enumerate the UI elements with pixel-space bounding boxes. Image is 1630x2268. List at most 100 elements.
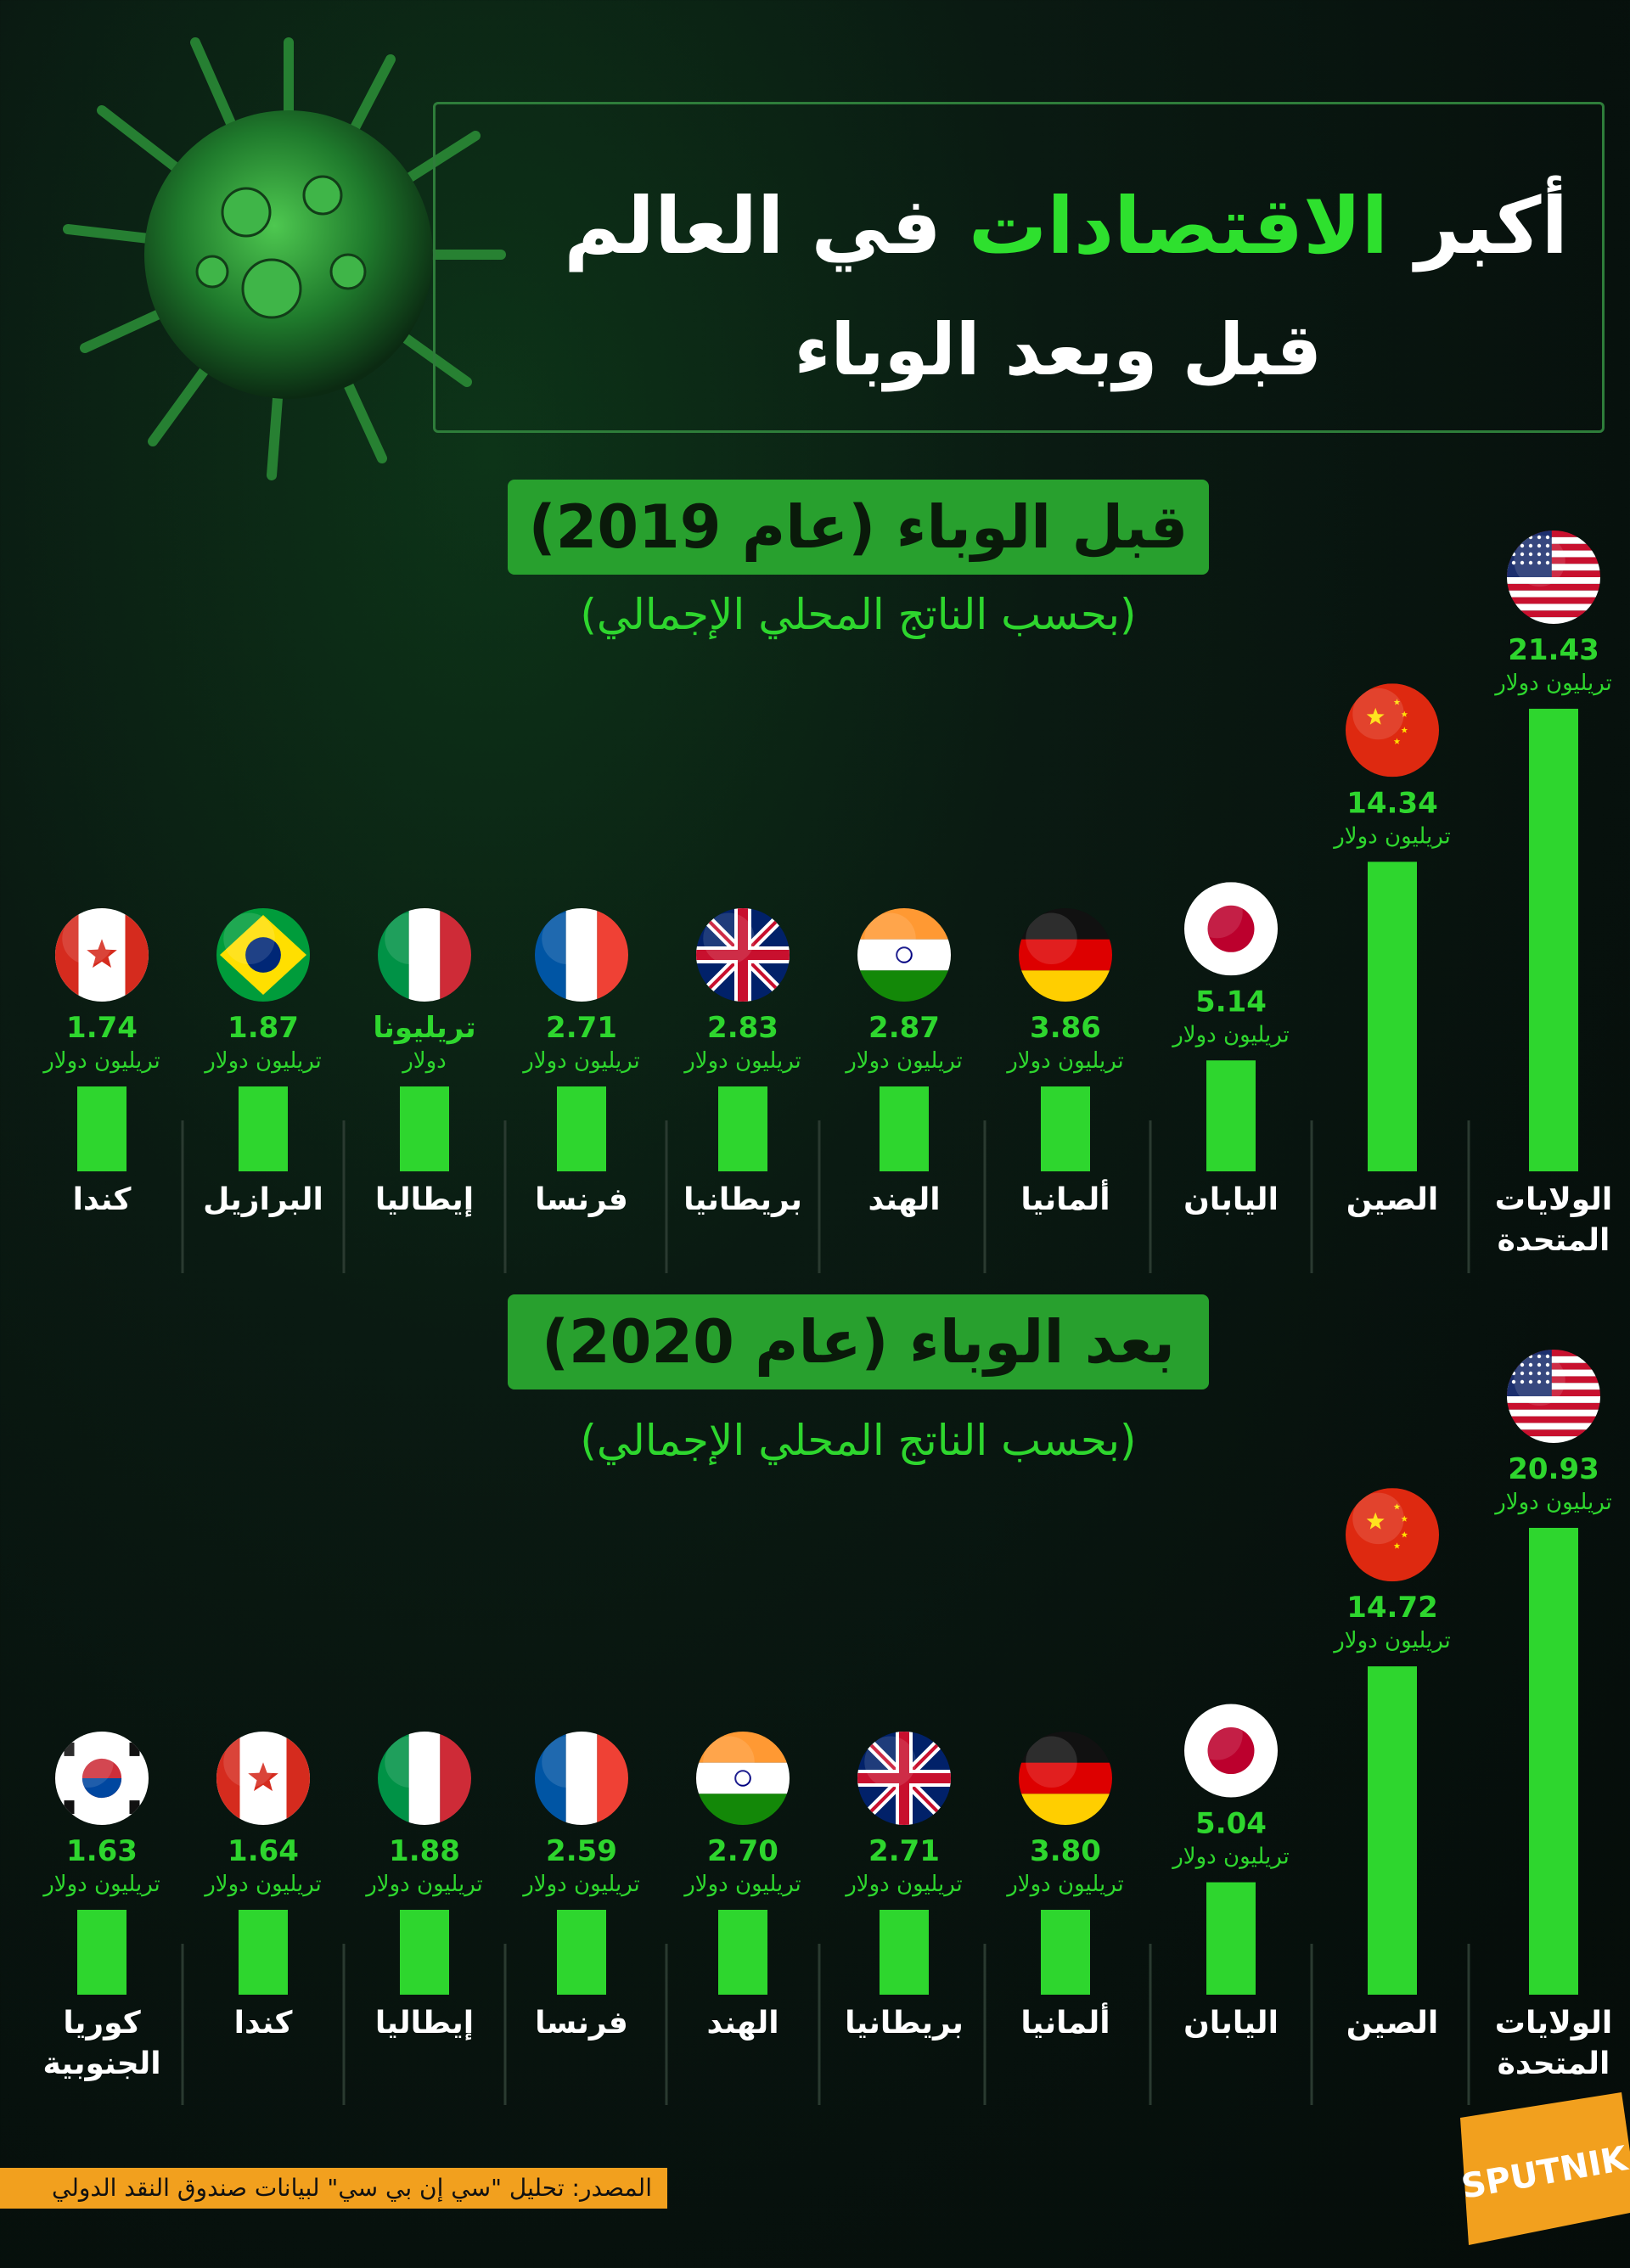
section-title-2020: بعد الوباء (عام 2020) xyxy=(508,1294,1209,1389)
unit-label: تريليون دولار xyxy=(1493,1490,1612,1515)
unit-label: تريليون دولار xyxy=(203,1048,322,1074)
value-label: 2.59 xyxy=(546,1834,617,1868)
unit-label: تريليون دولار xyxy=(1005,1048,1124,1074)
value-label: 3.86 xyxy=(1030,1011,1101,1045)
flag-br-icon xyxy=(216,908,310,1002)
category-label: بريطانيا xyxy=(683,1182,802,1217)
unit-label: دولار xyxy=(401,1048,447,1074)
bar xyxy=(1206,1060,1256,1171)
unit-label: تريليون دولار xyxy=(521,1048,640,1074)
bar xyxy=(77,1086,126,1171)
bar xyxy=(1529,1528,1578,1995)
unit-label: تريليون دولار xyxy=(1171,1844,1290,1870)
title-accent: الاقتصادات xyxy=(968,181,1389,272)
value-label: 2.87 xyxy=(868,1011,940,1045)
unit-label: تريليون دولار xyxy=(1005,1872,1124,1897)
category-label: فرنسا xyxy=(535,1182,628,1217)
unit-label: تريليون دولار xyxy=(1332,823,1451,849)
bar xyxy=(880,1910,929,1995)
gdp-chart-2019: تريليون دولار 21.43 الولايات المتحدة تريليون… xyxy=(42,531,1612,1273)
sputnik-logo: SPUTNIK xyxy=(1459,2092,1630,2245)
flag-jp-icon xyxy=(1184,1704,1278,1798)
flag-us-icon xyxy=(1507,531,1600,624)
category-label: اليابان xyxy=(1183,1182,1279,1217)
category-label: ألمانيا xyxy=(1020,2002,1110,2041)
category-label: كندا xyxy=(234,2006,293,2041)
bar xyxy=(718,1086,767,1171)
unit-label: تريليون دولار xyxy=(1493,671,1612,696)
value-label: 20.93 xyxy=(1508,1452,1599,1486)
category-label: بريطانيا xyxy=(845,2006,964,2041)
value-label: 1.87 xyxy=(228,1011,299,1045)
flag-in-icon xyxy=(696,1732,790,1825)
value-label: 2.70 xyxy=(707,1834,778,1868)
category-label: البرازيل xyxy=(203,1182,323,1217)
bar xyxy=(1041,1910,1090,1995)
unit-label: تريليون دولار xyxy=(683,1872,801,1897)
category-label: إيطاليا xyxy=(375,2006,474,2041)
bar xyxy=(880,1086,929,1171)
value-label: تريليونا xyxy=(373,1011,475,1045)
bar xyxy=(400,1086,449,1171)
category-label: اليابان xyxy=(1183,2006,1279,2041)
value-label: 3.80 xyxy=(1030,1834,1101,1868)
category-label: كندا xyxy=(73,1182,132,1217)
bar xyxy=(77,1910,126,1995)
flag-cn-icon xyxy=(1346,1488,1439,1582)
unit-label: تريليون دولار xyxy=(1332,1628,1451,1653)
page-subtitle: قبل وبعد الوباء xyxy=(794,308,1322,391)
flag-it-icon xyxy=(378,1732,471,1825)
category-label: الصين xyxy=(1346,2006,1438,2041)
section-title-2019: قبل الوباء (عام 2019) xyxy=(508,480,1209,575)
category-label: الهند xyxy=(868,1182,940,1217)
gdp-chart-2020: تريليون دولار 20.93 الولايات المتحدة تريليون… xyxy=(42,1350,1612,2105)
title-box: أكبر الاقتصادات في العالم قبل وبعد الوبا… xyxy=(433,102,1605,433)
bar xyxy=(239,1910,288,1995)
bar xyxy=(557,1910,606,1995)
virus-illustration xyxy=(63,37,506,480)
flag-jp-icon xyxy=(1184,882,1278,976)
flag-gb-icon xyxy=(857,1732,951,1825)
flag-fr-icon xyxy=(535,908,628,1002)
flag-de-icon xyxy=(1019,1732,1112,1825)
bar xyxy=(239,1086,288,1171)
category-label: الولايات المتحدة xyxy=(1495,1182,1612,1258)
unit-label: تريليون دولار xyxy=(1171,1022,1290,1047)
bar xyxy=(1368,1666,1417,1995)
value-label: 14.72 xyxy=(1346,1591,1438,1625)
category-label: إيطاليا xyxy=(375,1182,474,1217)
section-subtitle-2020: (بحسب الناتج المحلي الإجمالي) xyxy=(580,1416,1137,1465)
unit-label: تريليون دولار xyxy=(364,1872,483,1897)
value-label: 2.83 xyxy=(707,1011,778,1045)
unit-label: تريليون دولار xyxy=(203,1872,322,1897)
bar xyxy=(557,1086,606,1171)
category-label: فرنسا xyxy=(535,2006,628,2041)
category-label: الصين xyxy=(1346,1182,1438,1217)
value-label: 5.04 xyxy=(1195,1807,1267,1841)
category-label: الولايات المتحدة xyxy=(1495,2006,1612,2081)
bar xyxy=(718,1910,767,1995)
flag-us-icon xyxy=(1507,1350,1600,1443)
category-label: كوريا الجنوبية xyxy=(42,2006,160,2081)
value-label: 1.63 xyxy=(66,1834,138,1868)
bar xyxy=(1206,1882,1256,1995)
unit-label: تريليون دولار xyxy=(521,1872,640,1897)
flag-fr-icon xyxy=(535,1732,628,1825)
section-subtitle-2019: (بحسب الناتج المحلي الإجمالي) xyxy=(580,590,1137,639)
value-label: 21.43 xyxy=(1508,633,1599,667)
unit-label: تريليون دولار xyxy=(683,1048,801,1074)
flag-de-icon xyxy=(1019,908,1112,1002)
unit-label: تريليون دولار xyxy=(42,1048,160,1074)
flag-in-icon xyxy=(857,908,951,1002)
category-label: الهند xyxy=(706,2006,778,2041)
bar xyxy=(1041,1086,1090,1171)
flag-cn-icon xyxy=(1346,683,1439,778)
page-title: أكبر الاقتصادات في العالم xyxy=(564,181,1568,272)
flag-ca-icon xyxy=(216,1732,310,1825)
bar xyxy=(1529,709,1578,1171)
flag-kr-icon xyxy=(55,1732,149,1825)
flag-it-icon xyxy=(378,908,471,1002)
value-label: 2.71 xyxy=(546,1011,617,1045)
unit-label: تريليون دولار xyxy=(844,1048,963,1074)
category-label: ألمانيا xyxy=(1020,1179,1110,1217)
